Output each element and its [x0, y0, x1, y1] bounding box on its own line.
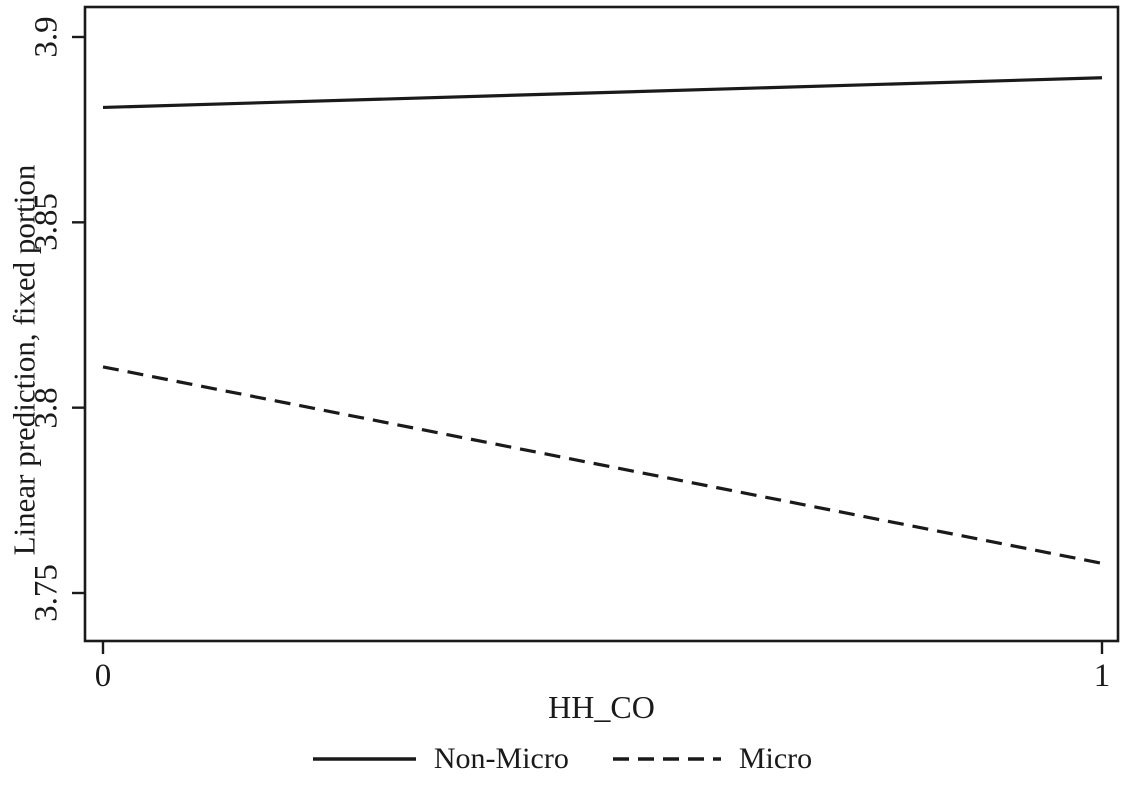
x-axis-title: HH_CO: [548, 689, 655, 725]
legend-item-non-micro: Non-Micro: [312, 742, 569, 775]
chart-legend: Non-Micro Micro: [0, 744, 1125, 774]
series-line-micro: [102, 365, 1103, 565]
legend-label-micro: Micro: [738, 742, 813, 775]
legend-item-micro: Micro: [612, 742, 813, 775]
y-axis-title: Linear prediction, fixed portion: [6, 164, 42, 556]
x-tick-label: 0: [94, 658, 112, 694]
dashed-line-sample-icon: [612, 757, 721, 761]
series-line-non-micro: [102, 76, 1103, 110]
x-tick-label: 1: [1093, 658, 1111, 694]
y-tick-label: 3.9: [28, 16, 65, 58]
solid-line-sample-icon: [312, 757, 416, 761]
y-tick-label: 3.75: [28, 564, 65, 622]
legend-label-non-micro: Non-Micro: [433, 742, 569, 775]
plot-box: [83, 5, 1120, 643]
